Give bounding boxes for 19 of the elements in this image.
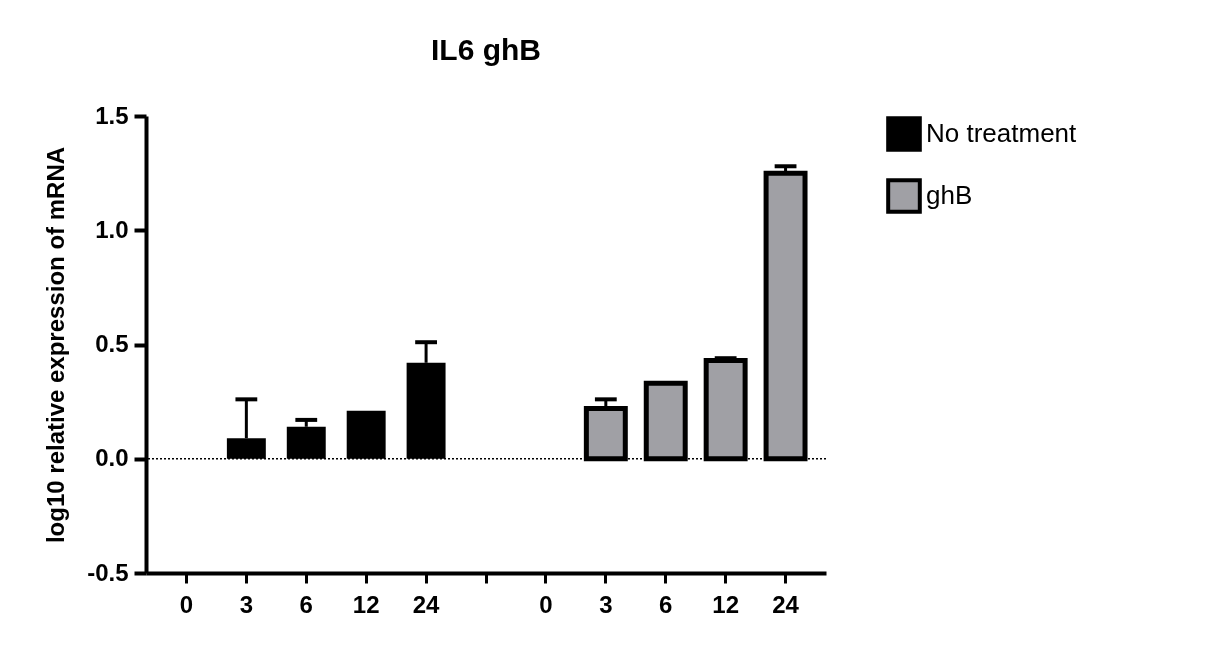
x-tick-label: 0 — [179, 590, 194, 618]
y-tick-label: -0.5 — [87, 558, 129, 586]
x-tick-label: 24 — [772, 590, 800, 618]
x-tick-label: 3 — [239, 590, 254, 618]
y-tick-label: 0.0 — [95, 444, 129, 472]
x-tick-label: 0 — [539, 590, 553, 618]
y-axis-title: log10 relative expression of mRNA — [42, 146, 70, 544]
x-tick-label: 12 — [352, 590, 380, 618]
y-tick-label: 1.0 — [95, 215, 129, 243]
x-tick-label: 6 — [659, 590, 673, 618]
y-tick-label: 0.5 — [95, 330, 129, 357]
x-tick-label: 3 — [599, 590, 613, 618]
x-tick-label: 24 — [412, 590, 441, 618]
legend-label: No treatment — [926, 118, 1078, 148]
y-tick-label: 1.5 — [95, 101, 129, 129]
legend-label: ghB — [926, 180, 973, 210]
x-tick-label: 12 — [712, 590, 739, 618]
chart-title: IL6 ghB — [431, 33, 541, 66]
x-tick-label: 6 — [299, 590, 313, 618]
